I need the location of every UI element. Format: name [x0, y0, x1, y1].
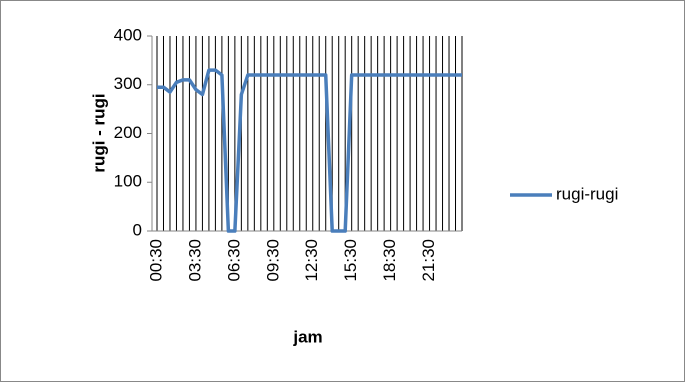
x-tick-label: 12:30	[302, 239, 321, 282]
x-tick-label: 09:30	[263, 239, 282, 282]
y-tick-label: 0	[133, 220, 142, 239]
x-tick-label: 06:30	[224, 239, 243, 282]
x-tick-label: 21:30	[419, 239, 438, 282]
y-tick-label: 300	[114, 74, 142, 93]
y-axis-title: rugi - rugi	[89, 93, 108, 172]
legend-label: rugi-rugi	[556, 184, 618, 203]
x-tick-label: 15:30	[341, 239, 360, 282]
y-tick-label: 400	[114, 25, 142, 44]
y-tick-label: 200	[114, 123, 142, 142]
x-tick-label: 18:30	[380, 239, 399, 282]
series-line	[157, 68, 462, 233]
x-tick-label: 00:30	[146, 239, 165, 282]
x-tick-label: 03:30	[185, 239, 204, 282]
y-tick-label: 100	[114, 172, 142, 191]
x-axis-title: jam	[292, 327, 322, 346]
